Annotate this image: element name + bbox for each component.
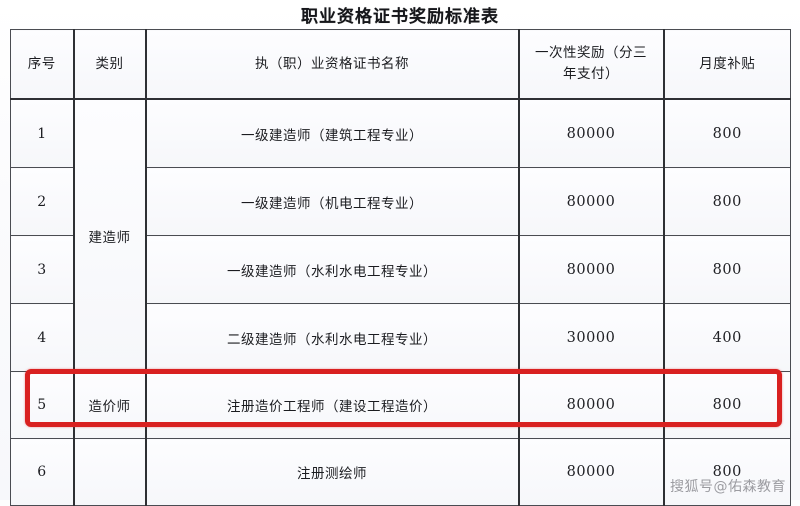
cell-index: 4 [10, 303, 75, 372]
row-monthly-value: 800 [712, 464, 742, 480]
row-index-value: 2 [37, 193, 47, 210]
header-cell-category: 类别 [73, 29, 147, 100]
row-name-value: 二级建造师（水利水电工程专业） [227, 331, 437, 348]
row-index-value: 5 [37, 397, 47, 413]
table-row: 2 一级建造师（机电工程专业） 80000 800 [10, 167, 791, 236]
header-label-category: 类别 [95, 55, 124, 72]
table-row-highlighted: 5 造价师 注册造价工程师（建设工程造价） 80000 800 [10, 371, 791, 439]
table-row: 3 一级建造师（水利水电工程专业） 80000 800 [10, 235, 791, 304]
row-name-value: 注册测绘师 [297, 466, 367, 482]
cell-index: 5 [10, 371, 75, 439]
row-once-value: 80000 [566, 464, 616, 480]
row-monthly-value: 800 [712, 125, 742, 142]
cell-monthly-subsidy: 400 [663, 303, 791, 372]
table-row: 6 注册测绘师 80000 800 [10, 438, 791, 506]
header-label-monthly: 月度补贴 [699, 55, 756, 72]
cell-index: 2 [10, 167, 75, 236]
row-category-value: 造价师 [88, 399, 131, 415]
cell-monthly-subsidy: 800 [663, 235, 791, 304]
table-row: 1 建造师 一级建造师（建筑工程专业） 80000 800 [10, 98, 791, 372]
page-title: 职业资格证书奖励标准表 [301, 7, 499, 27]
row-name-value: 一级建造师（水利水电工程专业） [227, 263, 437, 280]
cell-once-reward: 30000 [518, 303, 665, 372]
row-name-value: 一级建造师（机电工程专业） [241, 195, 423, 212]
row-name-value: 一级建造师（建筑工程专业） [241, 127, 423, 144]
row-monthly-value: 800 [712, 397, 742, 413]
cell-index: 6 [10, 438, 75, 506]
header-cell-monthly: 月度补贴 [663, 29, 791, 100]
row-once-value: 80000 [566, 193, 616, 210]
cell-certificate-name: 一级建造师（水利水电工程专业） [145, 235, 520, 304]
row-monthly-value: 800 [712, 193, 742, 210]
cell-certificate-name: 注册测绘师 [145, 438, 520, 506]
header-label-index: 序号 [27, 55, 56, 72]
cell-once-reward: 80000 [518, 167, 665, 236]
row-index-value: 6 [37, 464, 47, 480]
header-label-once-line1: 一次性奖励（分三 [535, 45, 647, 62]
header-label-once-line2: 年支付） [563, 66, 619, 82]
cell-once-reward: 80000 [518, 235, 665, 304]
cell-monthly-subsidy: 800 [663, 167, 791, 236]
cell-category-merged: 建造师 [73, 98, 147, 372]
row-category-value: 建造师 [88, 229, 131, 246]
cell-certificate-name: 注册造价工程师（建设工程造价） [145, 371, 520, 439]
cell-once-reward: 80000 [518, 98, 665, 168]
row-index-value: 3 [37, 261, 47, 278]
row-monthly-value: 800 [712, 261, 742, 278]
row-name-value: 注册造价工程师（建设工程造价） [227, 399, 437, 415]
row-index-value: 1 [37, 125, 47, 142]
row-once-value: 80000 [566, 397, 616, 413]
cell-once-reward: 80000 [518, 371, 665, 439]
table-row: 4 二级建造师（水利水电工程专业） 30000 400 [10, 303, 791, 372]
row-once-value: 80000 [566, 125, 616, 142]
cell-index: 1 [10, 98, 75, 168]
cell-once-reward: 80000 [518, 438, 665, 506]
header-cell-name: 执（职）业资格证书名称 [145, 29, 520, 100]
cell-category: 造价师 [73, 371, 147, 439]
row-once-value: 30000 [566, 329, 616, 346]
header-label-name: 执（职）业资格证书名称 [255, 55, 409, 72]
cell-category [73, 438, 147, 506]
cell-monthly-subsidy: 800 [663, 98, 791, 168]
row-index-value: 4 [37, 329, 47, 346]
qualification-reward-table: 序号 类别 执（职）业资格证书名称 一次性奖励（分三 年支付） 月度补贴 [10, 29, 791, 506]
header-cell-index: 序号 [10, 29, 75, 100]
row-monthly-value: 400 [712, 329, 742, 346]
table-header-row: 序号 类别 执（职）业资格证书名称 一次性奖励（分三 年支付） 月度补贴 [10, 29, 791, 100]
row-once-value: 80000 [566, 261, 616, 278]
header-cell-once: 一次性奖励（分三 年支付） [518, 29, 665, 100]
cell-monthly-subsidy: 800 [663, 371, 791, 439]
cell-certificate-name: 二级建造师（水利水电工程专业） [145, 303, 520, 372]
watermark-text: 搜狐号@佑森教育 [670, 479, 786, 495]
cell-certificate-name: 一级建造师（机电工程专业） [145, 167, 520, 236]
cell-index: 3 [10, 235, 75, 304]
cell-certificate-name: 一级建造师（建筑工程专业） [145, 98, 520, 168]
